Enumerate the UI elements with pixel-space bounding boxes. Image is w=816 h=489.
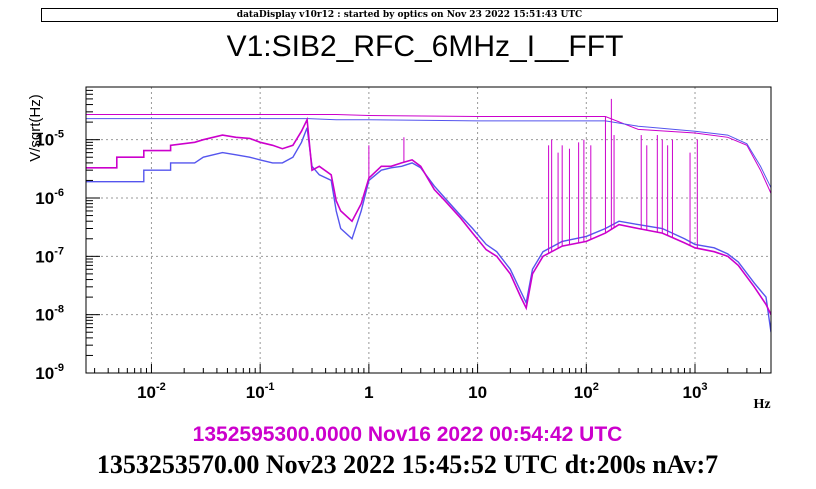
x-tick-label: 10-1: [246, 381, 275, 402]
y-ticks: 10-9 10-8 10-7 10-6 10-5: [35, 86, 100, 383]
header-banner: dataDisplay v10r12 : started by optics o…: [41, 8, 778, 22]
grid: [86, 87, 771, 374]
y-tick-label: 10-9: [35, 362, 64, 383]
y-tick-label: 10-7: [35, 245, 64, 266]
y-tick-label: 10-5: [35, 129, 64, 150]
series-line-current: [86, 127, 771, 333]
y-tick-label: 10-8: [35, 304, 64, 325]
y-axis-label: V/sqrt(Hz): [27, 94, 44, 162]
plot-area: [86, 98, 771, 333]
x-tick-label: 10: [468, 383, 487, 402]
rms-line-reference: [86, 114, 771, 194]
x-tick-label: 102: [574, 381, 599, 402]
current-series-label: 1353253570.00 Nov23 2022 15:45:52 UTC dt…: [96, 450, 719, 479]
x-tick-label: 103: [682, 381, 707, 402]
y-tick-label: 10-6: [35, 187, 64, 208]
x-tick-label: 1: [364, 383, 373, 402]
x-ticks: 10-2 10-1 1 10 102 103: [94, 364, 772, 402]
plot-frame: [85, 86, 772, 374]
x-axis-label: Hz: [753, 397, 770, 412]
x-tick-label: 10-2: [137, 381, 166, 402]
chart-title: V1:SIB2_RFC_6MHz_I__FFT: [226, 30, 624, 63]
series-line-reference: [86, 116, 771, 316]
reference-series-label: 1352595300.0000 Nov16 2022 00:54:42 UTC: [192, 423, 623, 446]
